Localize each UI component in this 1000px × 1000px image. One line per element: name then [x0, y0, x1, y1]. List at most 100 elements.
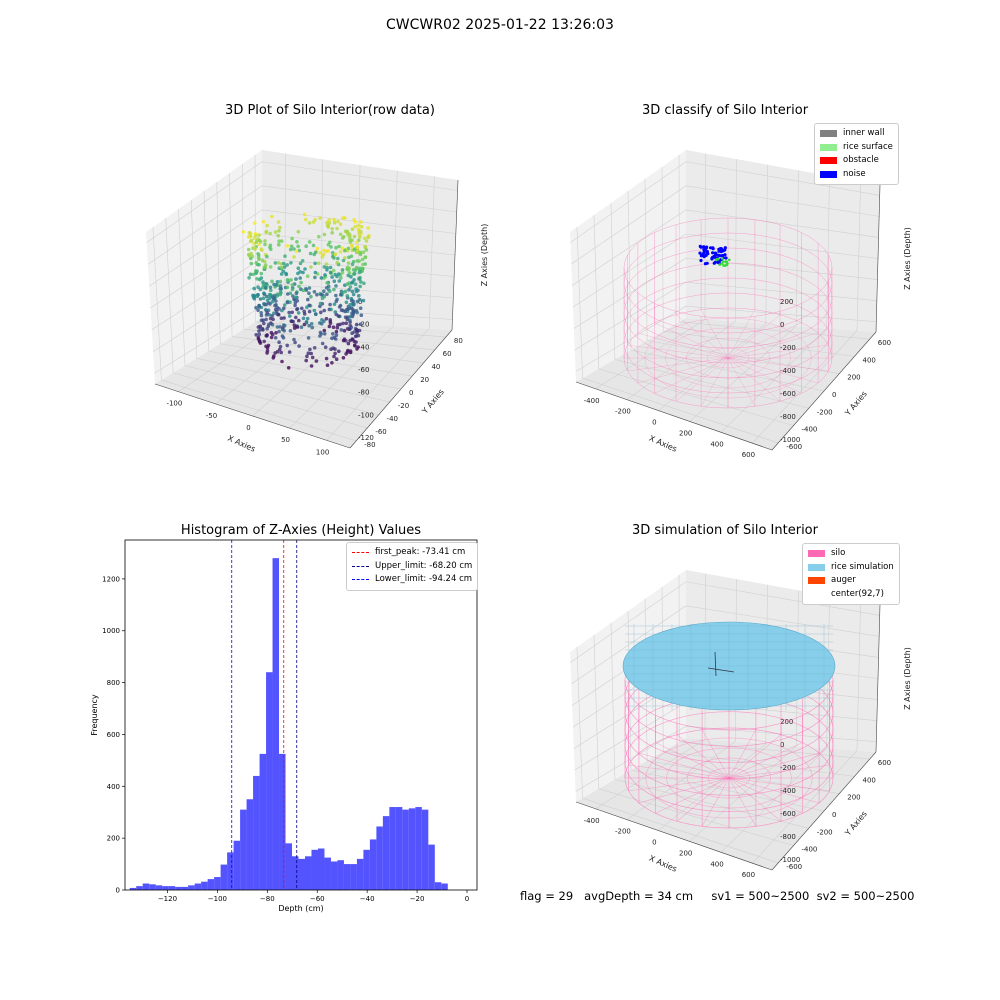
data-point: [339, 328, 344, 332]
data-point: [324, 316, 329, 321]
data-point: [353, 282, 358, 287]
y-tick-label: 800: [107, 679, 120, 687]
x-tick-label: 0: [652, 419, 656, 427]
noise-point: [721, 253, 725, 258]
data-point: [277, 239, 281, 243]
data-point: [268, 243, 273, 248]
data-point: [265, 298, 270, 303]
data-point: [293, 300, 298, 305]
data-point: [329, 245, 333, 249]
data-point: [299, 280, 303, 285]
silo-wire: [675, 357, 729, 402]
data-point: [359, 224, 364, 229]
data-point: [279, 291, 283, 295]
y-tick-label: -200: [817, 828, 833, 836]
histogram-bar: [402, 809, 409, 890]
data-point: [332, 220, 337, 225]
data-point: [358, 266, 363, 271]
data-point: [296, 311, 301, 315]
data-point: [307, 240, 312, 244]
data-point: [258, 324, 263, 329]
histogram-bar: [266, 672, 273, 890]
data-point: [328, 318, 333, 322]
data-point: [292, 326, 297, 330]
data-point: [317, 234, 321, 239]
data-point: [356, 333, 361, 338]
histogram-bar: [376, 826, 383, 890]
data-point: [276, 261, 281, 265]
data-point: [319, 276, 324, 280]
data-point: [320, 341, 325, 346]
grid-line: [678, 154, 870, 340]
data-point: [350, 245, 355, 249]
grid-line: [575, 725, 877, 792]
legend-label: inner wall: [843, 128, 885, 138]
x-tick-label: -200: [615, 408, 631, 416]
data-point: [346, 273, 351, 278]
data-point: [279, 350, 284, 355]
data-point: [307, 286, 312, 290]
data-point: [277, 329, 281, 334]
histogram-bar: [142, 883, 150, 890]
data-point: [265, 351, 269, 355]
data-point: [268, 293, 273, 297]
data-point: [359, 313, 364, 318]
grid-line: [626, 159, 737, 400]
data-point: [328, 321, 333, 326]
data-point: [257, 233, 262, 237]
data-point: [361, 298, 366, 303]
grid-line: [752, 601, 861, 864]
x-tick-label: -400: [584, 817, 600, 825]
histogram-bar: [441, 883, 448, 890]
data-point: [318, 321, 322, 325]
histogram-bar: [311, 849, 318, 890]
data-point: [350, 331, 354, 336]
histogram-bar: [285, 843, 293, 890]
data-point: [277, 242, 281, 247]
data-point: [284, 271, 288, 276]
data-point: [314, 359, 319, 363]
rice-surface-point: [720, 262, 724, 265]
noise-point: [699, 254, 704, 258]
data-point: [270, 300, 275, 304]
x-tick-label: 400: [710, 440, 723, 448]
histogram-bar: [330, 861, 338, 890]
y-tick-label: -80: [364, 441, 375, 449]
z-tick-label: -120: [358, 434, 374, 442]
data-point: [265, 311, 270, 315]
panel2-title: 3D classify of Silo Interior: [641, 103, 809, 118]
data-point: [279, 272, 284, 276]
data-point: [351, 268, 356, 272]
data-point: [334, 329, 339, 334]
data-point: [333, 337, 338, 341]
silo-wire: [728, 777, 757, 827]
data-point: [260, 258, 265, 263]
data-point: [275, 325, 280, 329]
silo-wire: [700, 309, 729, 359]
data-point: [302, 312, 307, 316]
data-point: [325, 292, 329, 297]
data-point: [358, 284, 363, 289]
z-tick-label: -60: [358, 366, 369, 374]
data-point: [341, 235, 346, 239]
noise-point: [705, 250, 710, 254]
data-point: [272, 296, 277, 300]
silo-wire: [628, 777, 730, 792]
data-point: [278, 325, 282, 329]
data-point: [252, 221, 257, 225]
legend-line: [352, 565, 369, 567]
grid-line: [241, 163, 435, 351]
data-point: [265, 254, 269, 259]
data-point: [332, 302, 337, 307]
data-point: [262, 302, 266, 306]
data-point: [266, 308, 271, 313]
histogram-bar: [181, 886, 189, 890]
data-point: [256, 252, 260, 256]
data-point: [251, 272, 256, 277]
data-point: [333, 310, 338, 314]
data-point: [332, 217, 336, 222]
noise-point: [703, 262, 708, 266]
data-point: [272, 354, 276, 358]
silo-ring: [644, 317, 812, 399]
data-point: [357, 277, 361, 281]
